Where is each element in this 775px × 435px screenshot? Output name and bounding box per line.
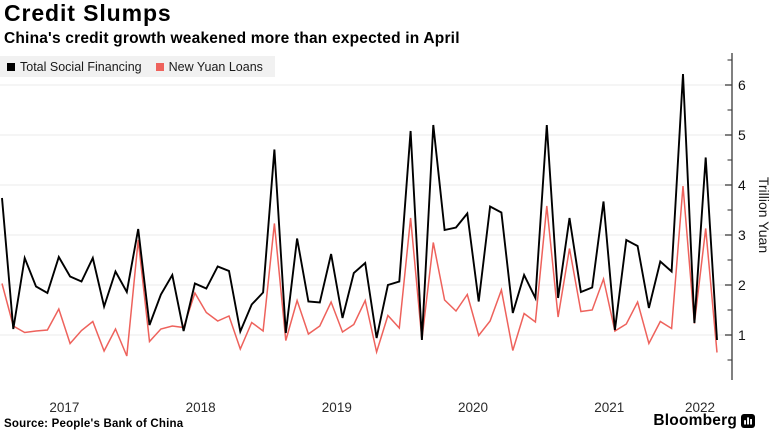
x-tick-label-2020: 2020 [458, 400, 488, 415]
y-tick-label: 6 [738, 77, 746, 93]
chart-title: Credit Slumps [4, 0, 172, 26]
x-tick-label-2019: 2019 [322, 400, 352, 415]
legend-swatch-black-icon [7, 62, 15, 71]
legend-swatch-red-icon [155, 62, 164, 71]
y-tick-label: 5 [738, 127, 746, 143]
y-axis-title: Trillion Yuan [756, 177, 772, 253]
y-tick-label: 4 [738, 177, 746, 193]
source-note: Source: People's Bank of China [4, 418, 184, 430]
series-line-new-yuan-loans [1, 185, 718, 357]
y-tick-label: 2 [738, 277, 746, 293]
chart-subtitle: China's credit growth weakened more than… [4, 30, 460, 47]
x-tick-label-2017: 2017 [49, 400, 79, 415]
x-tick-label-2022: 2022 [685, 400, 715, 415]
bloomberg-terminal-icon [741, 414, 755, 428]
x-tick-label-2021: 2021 [594, 400, 624, 415]
bloomberg-logo: Bloomberg [653, 412, 755, 430]
y-tick-label: 1 [738, 327, 746, 343]
series-line-total-social-financing [1, 73, 718, 341]
legend-label-total-social-financing: Total Social Financing [20, 59, 142, 74]
legend: Total Social Financing New Yuan Loans [0, 56, 275, 77]
legend-item-new-yuan-loans: New Yuan Loans [155, 59, 263, 74]
x-tick-label-2018: 2018 [186, 400, 216, 415]
legend-label-new-yuan-loans: New Yuan Loans [168, 59, 263, 74]
legend-item-total-social-financing: Total Social Financing [7, 60, 142, 74]
y-tick-label: 3 [738, 227, 746, 243]
bloomberg-wordmark: Bloomberg [653, 412, 737, 429]
